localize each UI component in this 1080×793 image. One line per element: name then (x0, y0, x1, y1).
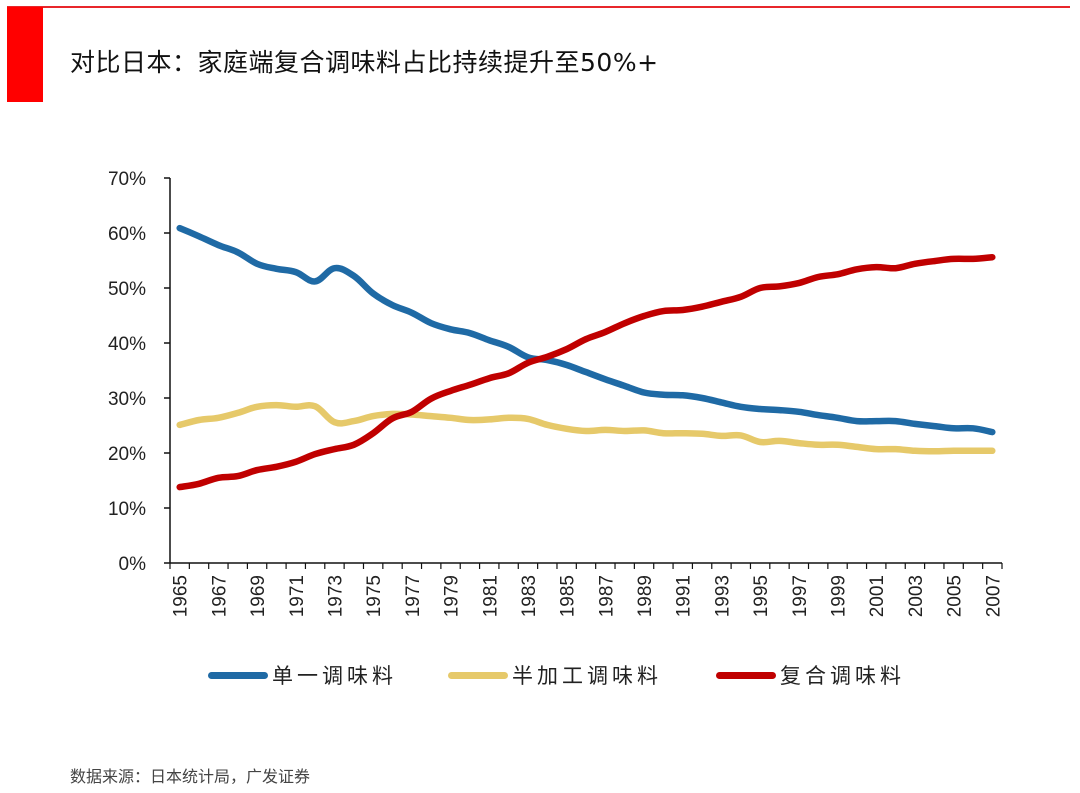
y-tick-label: 60% (108, 224, 146, 245)
x-tick-label: 1969 (248, 575, 269, 617)
x-tick-label: 2005 (945, 575, 966, 617)
x-tick-label: 1967 (209, 575, 230, 617)
legend-swatch (448, 671, 508, 679)
x-tick-label: 1985 (558, 575, 579, 617)
y-tick-label: 70% (108, 169, 146, 190)
y-tick-label: 0% (119, 554, 147, 575)
series-points-2 (179, 405, 993, 452)
y-tick-label: 10% (108, 499, 146, 520)
x-tick-label: 1979 (442, 575, 463, 617)
x-tick-label: 1989 (635, 575, 656, 617)
legend-item: 单一调味料 (208, 660, 397, 690)
x-tick-label: 1995 (751, 575, 772, 617)
series-lines (176, 224, 996, 491)
x-tick-label: 2003 (906, 575, 927, 617)
x-tick-label: 2007 (983, 575, 1004, 617)
x-tick-label: 1971 (287, 575, 308, 617)
y-tick-label: 20% (108, 444, 146, 465)
x-tick-label: 1975 (364, 575, 385, 617)
data-source-note: 数据来源：日本统计局，广发证券 (70, 767, 311, 786)
title-accent-bar (7, 7, 43, 102)
x-tick-label: 1977 (403, 575, 424, 617)
legend-item: 复合调味料 (716, 660, 905, 690)
series-line-3 (176, 253, 996, 491)
x-axis: 1965 1967 1969 1971 1973 1975 1977 1979 1981 1983… (169, 562, 1004, 617)
series-points-3 (179, 257, 993, 488)
x-tick-label: 1983 (519, 575, 540, 617)
x-tick-label: 1999 (829, 575, 850, 617)
x-tick-label: 2001 (867, 575, 888, 617)
legend-swatch (716, 671, 776, 679)
legend-swatch (208, 671, 268, 679)
y-tick-label: 40% (108, 334, 146, 355)
x-tick-label: 1987 (596, 575, 617, 617)
x-tick-label: 1973 (325, 575, 346, 617)
x-tick-label: 1997 (790, 575, 811, 617)
legend-label: 复合调味料 (780, 664, 905, 688)
line-chart: 0% 10% 20% 30% 40% 50% 60% 70% 1965 1967 1969 1971… (108, 169, 1004, 617)
x-tick-label: 1993 (712, 575, 733, 617)
page-title: 对比日本：家庭端复合调味料占比持续提升至50%+ (70, 48, 659, 77)
y-tick-label: 30% (108, 389, 146, 410)
series-points-1 (179, 228, 993, 433)
x-tick-label: 1991 (674, 575, 695, 617)
series-line-2 (176, 401, 996, 455)
legend-item: 半加工调味料 (448, 660, 662, 690)
chart-legend: 单一调味料 半加工调味料 复合调味料 (0, 660, 1080, 690)
legend-label: 半加工调味料 (512, 664, 662, 688)
y-axis: 0% 10% 20% 30% 40% 50% 60% 70% (108, 169, 171, 575)
y-tick-label: 50% (108, 279, 146, 300)
series-line-1 (176, 224, 996, 436)
top-rule (7, 6, 1070, 8)
legend-label: 单一调味料 (272, 664, 397, 688)
x-tick-label: 1965 (171, 575, 192, 617)
x-tick-label: 1981 (480, 575, 501, 617)
